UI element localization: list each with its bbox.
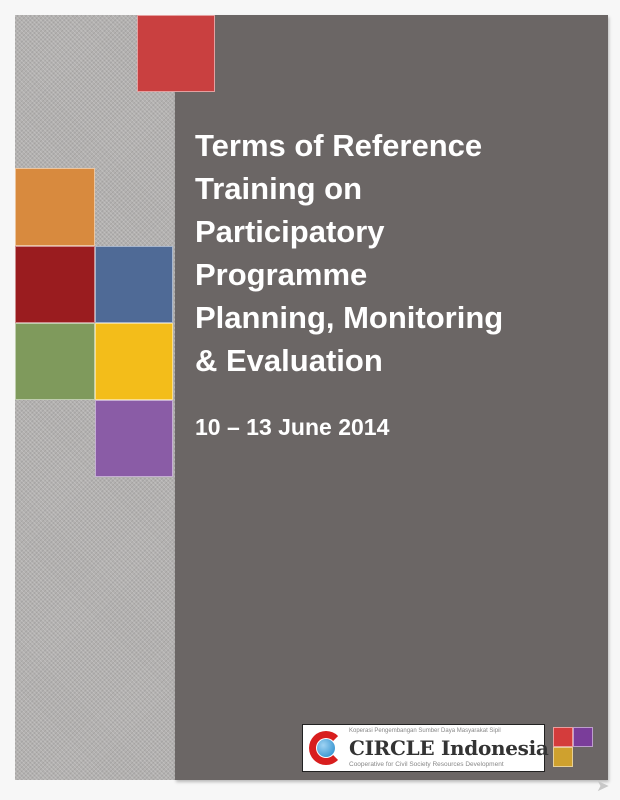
purple-square <box>95 400 173 477</box>
title-line: Planning, Monitoring <box>195 300 504 335</box>
green-square <box>15 323 95 400</box>
logo-c-icon <box>309 731 343 765</box>
yellow-square <box>95 323 173 400</box>
title-line: & Evaluation <box>195 343 383 378</box>
logo-name: CIRCLE Indonesia <box>349 736 549 760</box>
dark-red-square <box>15 246 95 323</box>
logo-globe-icon <box>317 739 335 757</box>
mini-red-square <box>553 727 573 747</box>
red-square <box>137 15 215 92</box>
document-title: Terms of Reference Training on Participa… <box>195 124 503 382</box>
mini-yellow-square <box>553 747 573 767</box>
circle-indonesia-logo: Koperasi Pengembangan Sumber Daya Masyar… <box>302 724 549 772</box>
title-panel <box>175 15 608 780</box>
logo-top-text: Koperasi Pengembangan Sumber Daya Masyar… <box>349 728 501 734</box>
mini-purple-square <box>573 727 593 747</box>
title-line: Terms of Reference <box>195 128 483 163</box>
arrow-right-icon[interactable]: ➤ <box>596 778 610 795</box>
title-line: Programme <box>195 257 368 292</box>
orange-square <box>15 168 95 246</box>
title-line: Participatory <box>195 214 385 249</box>
event-date: 10 – 13 June 2014 <box>195 414 390 440</box>
title-line: Training on <box>195 171 363 206</box>
logo-subtitle: Cooperative for Civil Society Resources … <box>349 761 504 768</box>
blue-square <box>95 246 173 323</box>
